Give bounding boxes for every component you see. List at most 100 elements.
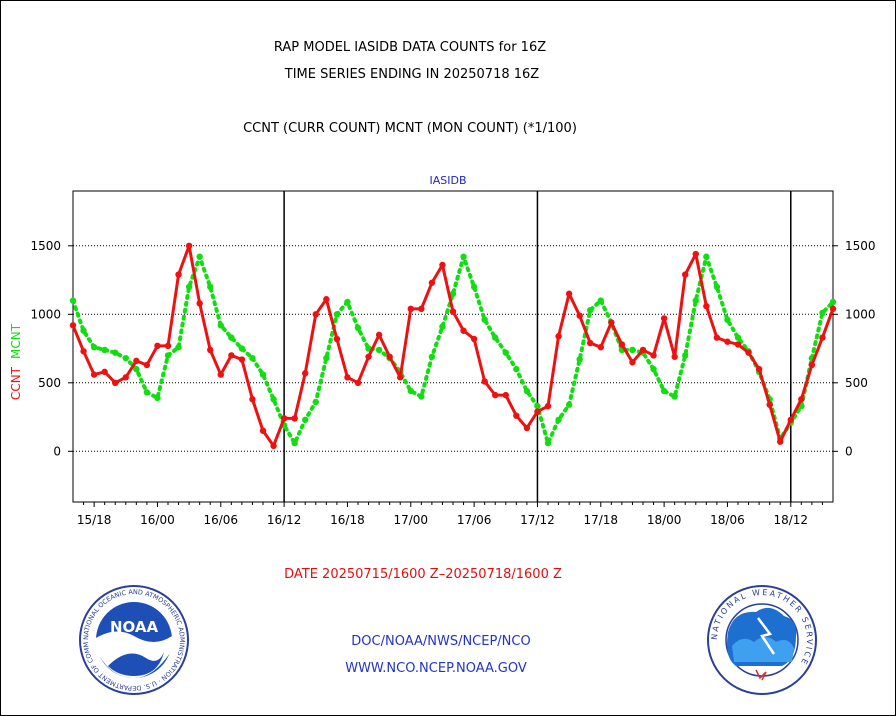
- y-tick-label-left: 1500: [30, 239, 61, 253]
- chart-subtitle: IASIDB: [429, 174, 466, 187]
- data-point-ccnt: [175, 271, 182, 278]
- data-point-ccnt: [534, 408, 541, 415]
- data-point-mcnt: [207, 283, 214, 291]
- data-point-ccnt: [671, 353, 678, 360]
- data-point-mcnt: [428, 353, 436, 360]
- series-line-ccnt: [71, 244, 835, 448]
- data-point-ccnt: [344, 374, 351, 381]
- data-point-mcnt: [470, 283, 478, 291]
- data-point-ccnt: [597, 343, 604, 351]
- data-point-mcnt: [101, 346, 108, 354]
- data-point-mcnt: [513, 365, 520, 373]
- data-point-mcnt: [555, 416, 562, 423]
- data-point-mcnt: [185, 283, 193, 291]
- data-point-mcnt: [333, 311, 341, 318]
- credit-agency-line: DOC/NOAA/NWS/NCEP/NCO: [351, 634, 530, 649]
- data-point-ccnt: [470, 335, 478, 343]
- data-point-ccnt: [154, 342, 161, 350]
- data-point-ccnt: [502, 391, 509, 399]
- data-point-ccnt: [755, 365, 763, 373]
- plot-area: 0 0 500 500 1000 1000 1500 1500 15/18 16/00 16/06 1…: [9, 190, 876, 527]
- data-point-ccnt: [608, 319, 615, 326]
- data-point-ccnt: [724, 338, 731, 345]
- data-point-mcnt: [112, 349, 119, 356]
- data-point-ccnt: [618, 341, 626, 348]
- noaa-logo-text: NOAA: [110, 618, 159, 636]
- data-point-ccnt: [418, 305, 425, 313]
- data-point-mcnt: [270, 396, 277, 403]
- data-point-ccnt: [112, 379, 119, 387]
- data-point-ccnt: [555, 333, 562, 340]
- data-point-ccnt: [439, 261, 446, 269]
- y-tick-label-right: 1000: [845, 307, 876, 321]
- data-point-ccnt: [703, 302, 710, 310]
- data-point-ccnt: [259, 427, 267, 434]
- chart-title-line2: TIME SERIES ENDING IN 20250718 16Z: [284, 67, 540, 82]
- y-axis-title-ccnt: CCNT: [9, 366, 23, 400]
- data-point-ccnt: [69, 322, 77, 329]
- data-point-mcnt: [703, 253, 710, 260]
- data-point-mcnt: [196, 253, 203, 260]
- x-tick-label: 16/12: [267, 513, 302, 527]
- data-point-ccnt: [460, 327, 467, 334]
- data-point-ccnt: [133, 357, 140, 365]
- data-point-ccnt: [365, 353, 372, 360]
- data-point-ccnt: [323, 296, 330, 303]
- x-tick-label: 16/00: [140, 513, 175, 527]
- y-tick-label-left: 500: [38, 376, 61, 390]
- data-point-mcnt: [407, 387, 414, 395]
- data-point-ccnt: [745, 349, 752, 356]
- data-point-mcnt: [713, 283, 721, 291]
- data-point-mcnt: [481, 316, 488, 323]
- data-point-ccnt: [734, 341, 742, 348]
- x-tick-label: 18/06: [710, 513, 745, 527]
- x-tick-label: 15/18: [77, 513, 112, 527]
- data-point-ccnt: [164, 342, 172, 350]
- data-point-mcnt: [692, 297, 699, 304]
- data-point-ccnt: [407, 305, 414, 313]
- data-point-mcnt: [502, 349, 509, 356]
- data-point-mcnt: [576, 356, 583, 363]
- data-point-mcnt: [69, 297, 77, 304]
- y-tick-label-right: 500: [845, 376, 868, 390]
- data-point-ccnt: [217, 371, 224, 378]
- data-point-ccnt: [375, 331, 383, 339]
- data-point-mcnt: [154, 394, 161, 402]
- data-point-ccnt: [386, 353, 393, 360]
- data-point-ccnt: [650, 352, 657, 359]
- data-point-ccnt: [481, 378, 488, 385]
- date-range-label: DATE 20250715/1600 Z–20250718/1600 Z: [284, 567, 562, 582]
- data-point-ccnt: [449, 308, 457, 315]
- data-point-ccnt: [639, 346, 647, 354]
- y-tick-label-right: 0: [845, 444, 853, 458]
- data-point-mcnt: [682, 352, 689, 359]
- data-point-mcnt: [544, 439, 552, 447]
- data-point-mcnt: [312, 398, 319, 406]
- data-point-mcnt: [228, 334, 235, 341]
- chart-title-line1: RAP MODEL IASIDB DATA COUNTS for 16Z: [274, 40, 546, 55]
- data-point-ccnt: [196, 300, 203, 307]
- data-point-ccnt: [333, 335, 341, 343]
- data-point-ccnt: [122, 374, 129, 381]
- x-tick-label: 18/00: [647, 513, 682, 527]
- data-point-mcnt: [587, 306, 594, 314]
- x-tick-label: 16/06: [203, 513, 238, 527]
- data-point-mcnt: [249, 354, 256, 362]
- data-point-ccnt: [798, 396, 805, 403]
- data-point-mcnt: [175, 343, 182, 351]
- y-axis-title-mcnt: MCNT: [9, 323, 23, 359]
- data-point-ccnt: [629, 359, 636, 366]
- data-point-mcnt: [671, 393, 678, 400]
- data-point-ccnt: [291, 415, 298, 422]
- x-tick-label: 17/06: [457, 513, 492, 527]
- data-point-mcnt: [354, 324, 362, 332]
- data-point-ccnt: [143, 361, 151, 369]
- data-point-ccnt: [101, 368, 108, 376]
- data-point-ccnt: [302, 370, 309, 377]
- x-tick-label: 16/18: [330, 513, 365, 527]
- data-point-mcnt: [217, 322, 224, 329]
- data-point-ccnt: [544, 402, 552, 410]
- data-point-mcnt: [629, 346, 636, 354]
- data-point-mcnt: [565, 401, 573, 408]
